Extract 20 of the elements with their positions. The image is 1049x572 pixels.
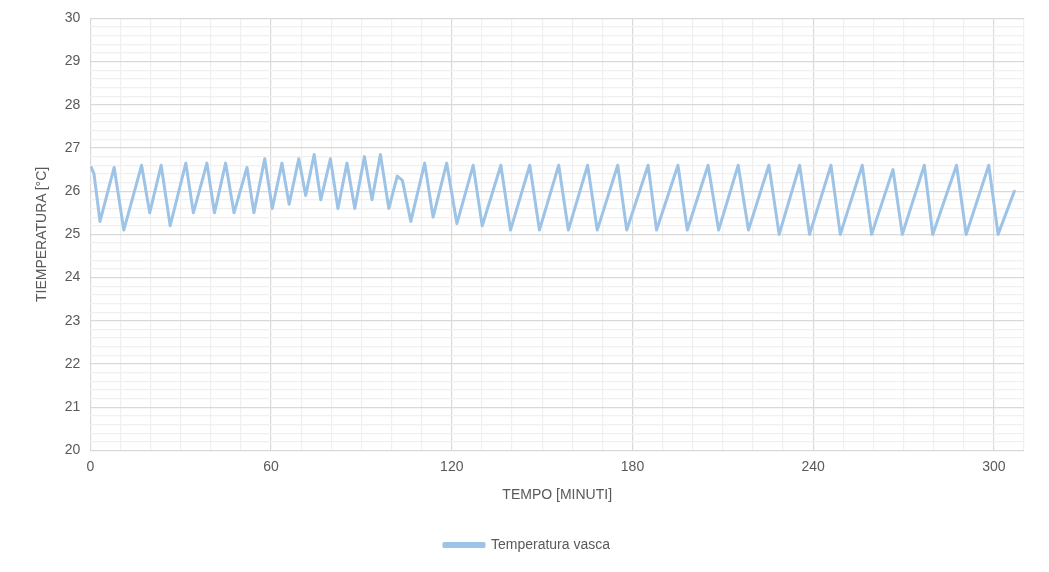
y-tick-label: 20 xyxy=(64,441,81,458)
y-tick-label: 25 xyxy=(64,225,81,242)
x-tick-label: 300 xyxy=(982,457,1006,474)
legend-label: Temperatura vasca xyxy=(490,535,611,552)
y-tick-label: 30 xyxy=(64,9,81,26)
x-axis-title: TEMPO [MINUTI] xyxy=(502,486,613,503)
x-tick-label: 240 xyxy=(801,457,826,474)
y-axis-title: TIEMPERATURA [°C] xyxy=(33,166,50,303)
x-tick-label: 60 xyxy=(263,457,280,474)
y-tick-label: 26 xyxy=(64,182,81,199)
y-tick-label: 27 xyxy=(64,138,81,155)
y-tick-label: 28 xyxy=(64,95,81,112)
y-tick-label: 24 xyxy=(64,268,81,285)
x-tick-label: 120 xyxy=(440,457,464,474)
x-tick-label: 0 xyxy=(86,457,95,474)
x-tick-label: 180 xyxy=(620,457,645,474)
y-tick-label: 29 xyxy=(64,52,81,69)
y-tick-label: 21 xyxy=(64,398,81,415)
y-tick-label: 22 xyxy=(64,354,81,371)
y-tick-label: 23 xyxy=(64,311,81,328)
